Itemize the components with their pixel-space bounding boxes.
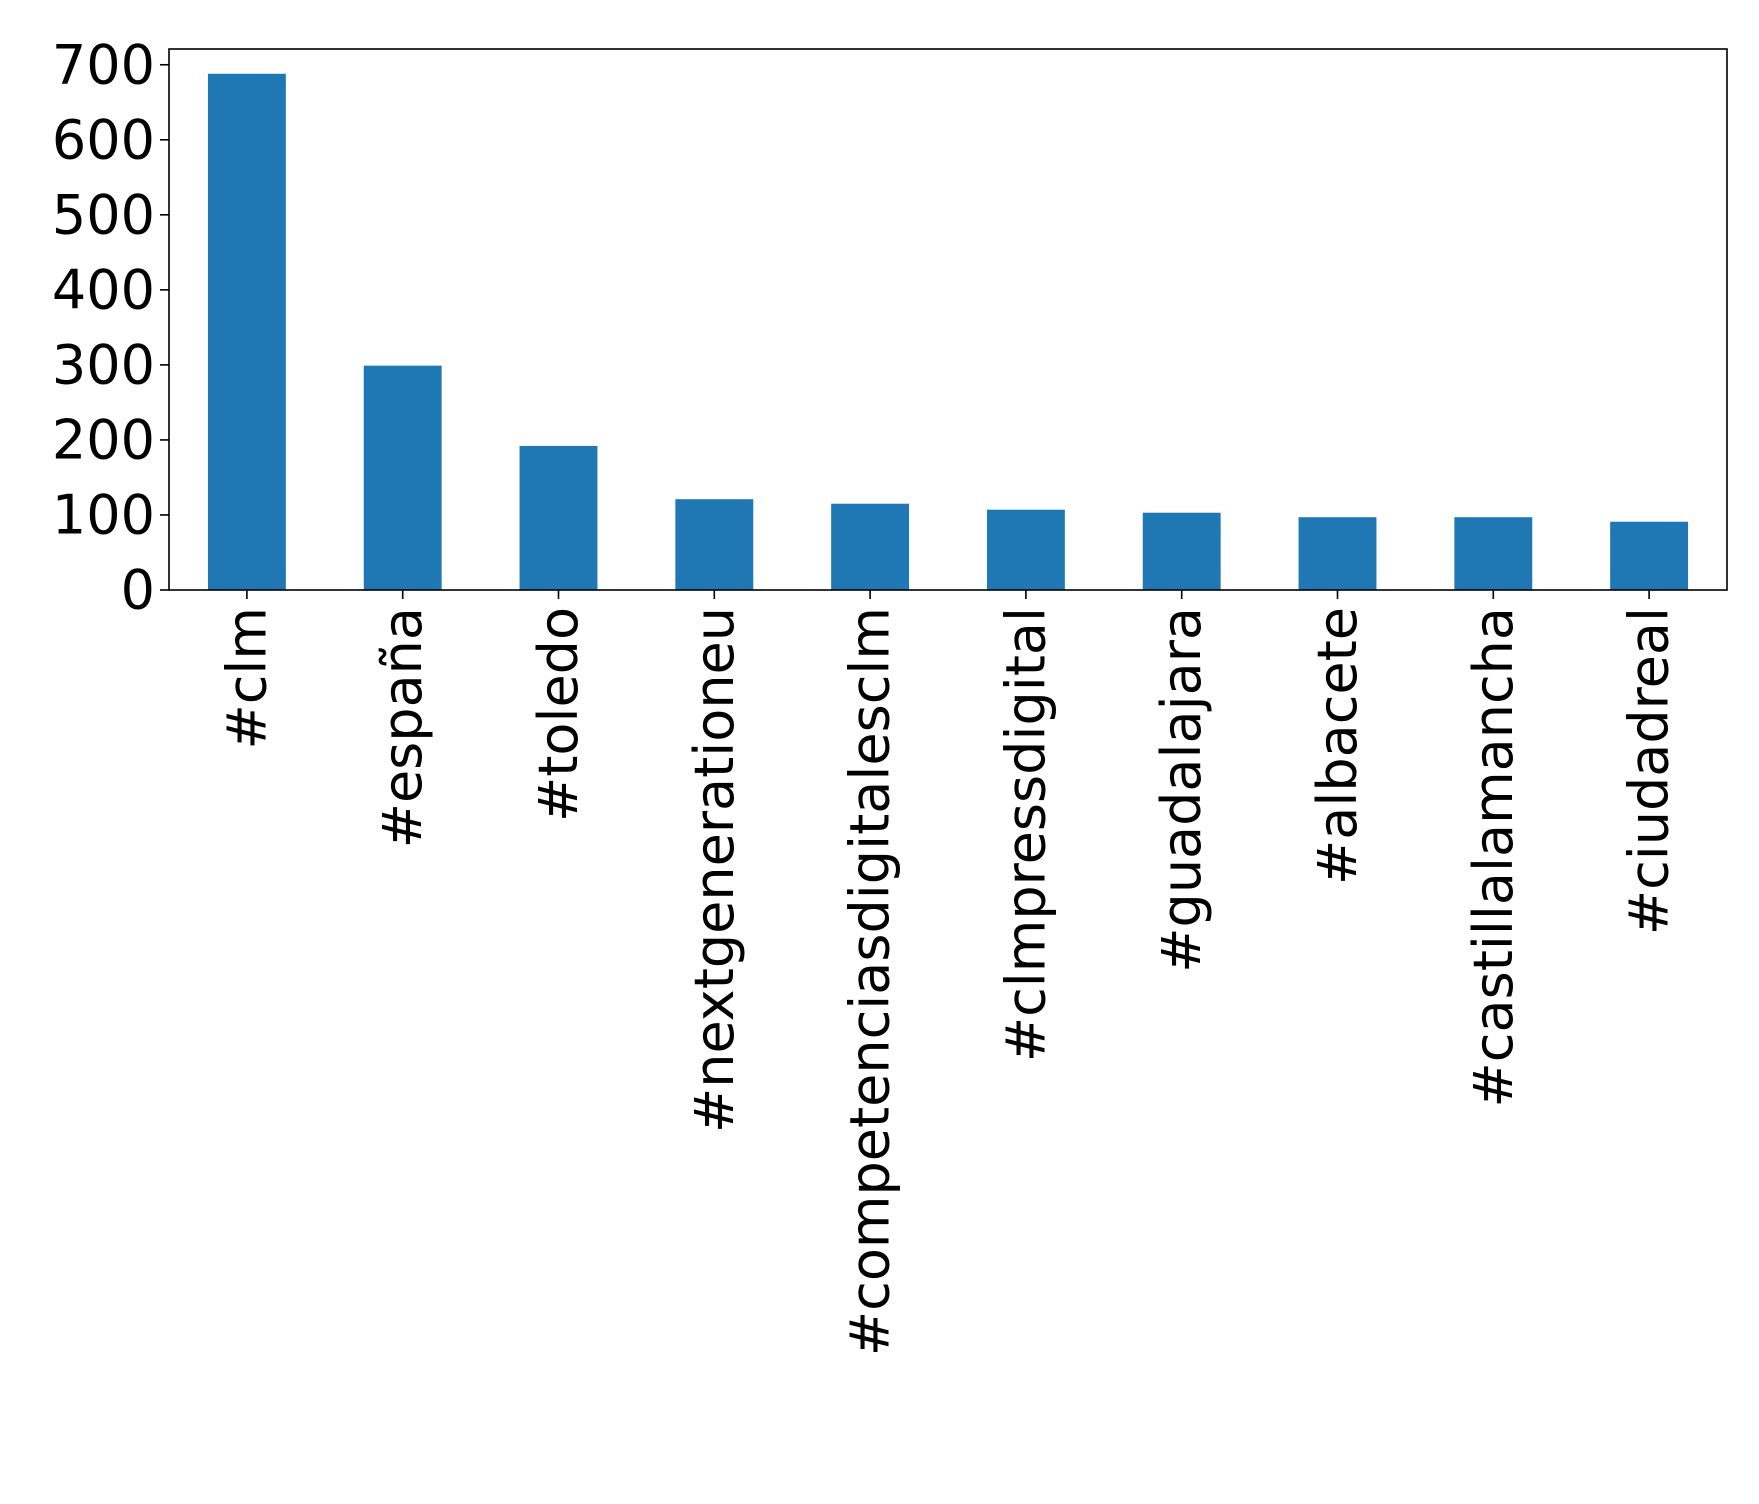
y-tick-label: 100 [52,483,155,546]
x-tick-label: #competenciasdigitalesclm [839,607,902,1356]
x-tick-label: #albacete [1306,607,1369,885]
x-tick-label: #nextgenerationeu [683,607,746,1133]
x-tick-label: #toledo [527,607,590,822]
bar-3 [675,499,754,590]
y-tick-label: 300 [52,333,155,396]
y-tick-label: 400 [52,258,155,321]
bar-0 [207,73,286,590]
x-tick-label: #clmpressdigital [994,607,1057,1062]
y-tick-label: 0 [121,559,155,622]
bar-9 [1610,521,1689,590]
bar-8 [1454,517,1533,590]
x-tick-label: #ciudadreal [1618,607,1681,935]
bar-6 [1142,512,1221,590]
x-axis: #clm #españa #toledo #nextgenerationeu #comp… [215,590,1681,1356]
bar-2 [519,445,598,590]
bar-1 [363,365,442,590]
x-tick-label: #castillalamancha [1462,607,1525,1107]
y-axis: 0 100 200 300 400 500 600 700 [52,33,169,622]
y-tick-label: 600 [52,108,155,171]
plot-frame [168,48,1728,591]
x-tick-label: #clm [215,607,278,750]
bars-group [207,73,1689,590]
y-tick-label: 700 [52,33,155,96]
x-tick-label: #españa [371,607,434,848]
y-tick-label: 500 [52,183,155,246]
bar-7 [1298,517,1377,590]
bar-4 [831,503,910,590]
y-tick-label: 200 [52,408,155,471]
bar-5 [986,509,1065,590]
x-tick-label: #guadalajara [1150,607,1213,973]
